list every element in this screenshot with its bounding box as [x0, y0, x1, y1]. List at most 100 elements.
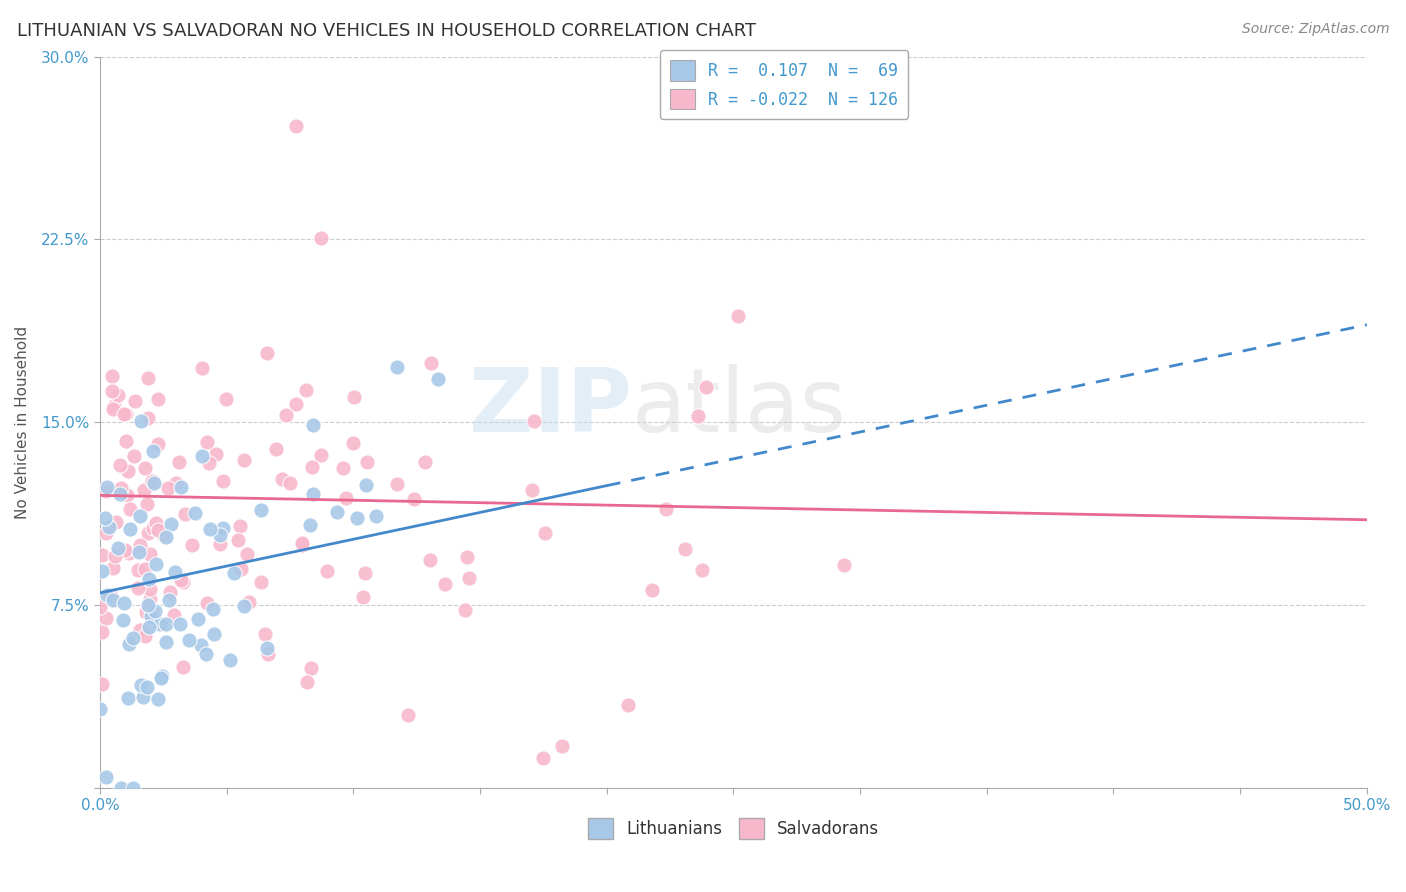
Point	[257, 647, 280, 661]
Point	[110, 481, 132, 495]
Point	[457, 571, 479, 585]
Point	[146, 392, 169, 406]
Point	[253, 627, 276, 641]
Point	[531, 751, 554, 765]
Y-axis label: No Vehicles in Household: No Vehicles in Household	[15, 326, 30, 519]
Point	[302, 487, 325, 501]
Point	[285, 119, 308, 133]
Point	[191, 449, 214, 463]
Point	[124, 394, 146, 409]
Point	[229, 518, 252, 533]
Point	[309, 448, 332, 462]
Point	[127, 563, 149, 577]
Point	[197, 456, 219, 470]
Point	[142, 443, 165, 458]
Point	[129, 678, 152, 692]
Point	[617, 698, 640, 712]
Point	[104, 549, 127, 564]
Point	[364, 508, 387, 523]
Point	[101, 561, 124, 575]
Point	[387, 360, 409, 375]
Point	[136, 526, 159, 541]
Point	[94, 770, 117, 784]
Point	[167, 455, 190, 469]
Point	[688, 409, 710, 423]
Point	[208, 536, 231, 550]
Point	[427, 372, 450, 386]
Point	[522, 414, 544, 428]
Point	[155, 635, 177, 649]
Point	[159, 585, 181, 599]
Point	[135, 605, 157, 619]
Point	[94, 483, 117, 498]
Point	[117, 488, 139, 502]
Point	[208, 528, 231, 542]
Point	[94, 511, 117, 525]
Point	[434, 577, 457, 591]
Point	[690, 563, 713, 577]
Text: atlas: atlas	[633, 364, 848, 451]
Point	[238, 595, 260, 609]
Point	[112, 596, 135, 610]
Point	[152, 527, 174, 541]
Point	[97, 519, 120, 533]
Point	[139, 591, 162, 606]
Point	[134, 629, 156, 643]
Point	[229, 562, 252, 576]
Point	[316, 564, 339, 578]
Point	[352, 591, 374, 605]
Point	[101, 384, 124, 398]
Point	[118, 545, 141, 559]
Point	[138, 619, 160, 633]
Point	[250, 503, 273, 517]
Point	[103, 399, 125, 413]
Point	[157, 481, 180, 495]
Point	[641, 582, 664, 597]
Point	[342, 390, 364, 404]
Point	[205, 447, 228, 461]
Point	[402, 492, 425, 507]
Point	[139, 582, 162, 596]
Point	[165, 565, 187, 579]
Point	[291, 536, 314, 550]
Point	[91, 677, 114, 691]
Point	[141, 521, 163, 535]
Point	[146, 692, 169, 706]
Point	[224, 566, 246, 580]
Point	[832, 558, 855, 573]
Point	[94, 525, 117, 540]
Point	[150, 669, 173, 683]
Point	[110, 780, 132, 795]
Point	[291, 538, 314, 552]
Point	[419, 553, 441, 567]
Point	[249, 574, 271, 589]
Point	[101, 369, 124, 384]
Point	[131, 414, 153, 428]
Text: Source: ZipAtlas.com: Source: ZipAtlas.com	[1241, 22, 1389, 37]
Point	[155, 530, 177, 544]
Point	[551, 739, 574, 754]
Point	[138, 573, 160, 587]
Point	[191, 361, 214, 376]
Point	[301, 418, 323, 433]
Point	[112, 407, 135, 421]
Point	[169, 574, 191, 588]
Point	[173, 507, 195, 521]
Point	[179, 633, 201, 648]
Point	[387, 477, 409, 491]
Point	[201, 601, 224, 615]
Point	[96, 480, 118, 494]
Point	[141, 607, 163, 621]
Point	[413, 455, 436, 469]
Point	[100, 589, 122, 603]
Point	[136, 411, 159, 425]
Point	[211, 474, 233, 488]
Point	[198, 522, 221, 536]
Point	[107, 541, 129, 555]
Point	[110, 486, 132, 500]
Point	[520, 483, 543, 497]
Point	[120, 522, 142, 536]
Point	[533, 525, 555, 540]
Point	[112, 613, 135, 627]
Point	[141, 608, 163, 623]
